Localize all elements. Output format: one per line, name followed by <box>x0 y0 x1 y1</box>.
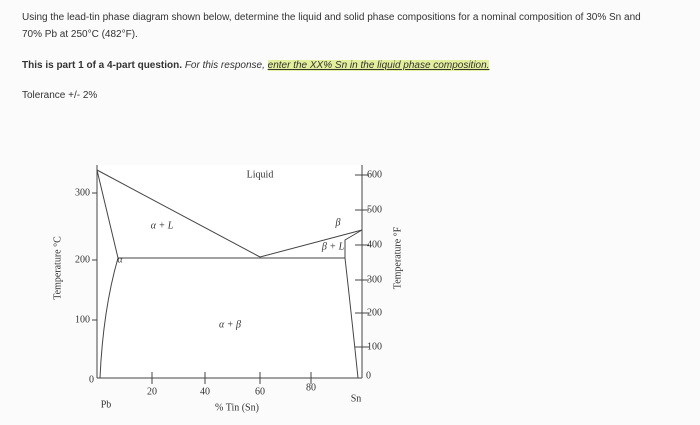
liquidus <box>259 229 363 258</box>
solidus <box>344 229 363 258</box>
tick-label: 400 <box>367 239 382 250</box>
instruction: For this response, <box>184 60 265 71</box>
region-label: α + L <box>151 220 174 231</box>
question-line: Using the lead-tin phase diagram shown b… <box>22 12 641 23</box>
tick-label: 200 <box>367 307 382 318</box>
liquidus <box>96 169 261 258</box>
region-label: β + L <box>321 241 345 252</box>
y2-label: Temperature °F <box>392 226 403 289</box>
solidus <box>96 169 119 259</box>
tick-label: 500 <box>367 204 382 215</box>
region-label: Liquid <box>247 169 274 180</box>
part: This is part 1 of a 4-part question. <box>22 60 183 71</box>
end-label: Sn <box>351 393 362 404</box>
question-line: 70% Pb at 250°C (482°F). <box>22 29 138 40</box>
tick-label: 40 <box>200 386 210 397</box>
tick-label: 600 <box>367 169 382 180</box>
tick-label: 300 <box>75 187 90 198</box>
tick-label: 20 <box>147 386 157 397</box>
solvus <box>99 257 119 379</box>
tick-label: 80 <box>306 382 316 393</box>
solvus <box>344 257 359 379</box>
region-label: α + β <box>219 319 241 330</box>
f-ticks <box>355 174 369 348</box>
highlight: enter the XX% Sn in the liquid phase com… <box>267 60 490 71</box>
y-label: Temperature °C <box>52 236 63 300</box>
region-label: β <box>335 217 341 228</box>
x-ticks <box>151 372 312 384</box>
tick-label: 0 <box>366 370 371 381</box>
tick-label: 60 <box>255 386 265 397</box>
x-label: % Tin (Sn) <box>215 402 259 413</box>
tolerance: Tolerance +/- 2% <box>22 90 98 101</box>
tick-label: 0 <box>89 374 94 385</box>
tick-label: 200 <box>75 254 90 265</box>
end-label: Pb <box>101 399 112 410</box>
tick-label: 100 <box>367 341 382 352</box>
part-line: This is part 1 of a 4-part question. For… <box>22 60 490 71</box>
tick-label: 300 <box>367 274 382 285</box>
plot-area <box>97 165 362 378</box>
region-label: α <box>117 254 123 265</box>
tick-label: 100 <box>75 314 90 325</box>
